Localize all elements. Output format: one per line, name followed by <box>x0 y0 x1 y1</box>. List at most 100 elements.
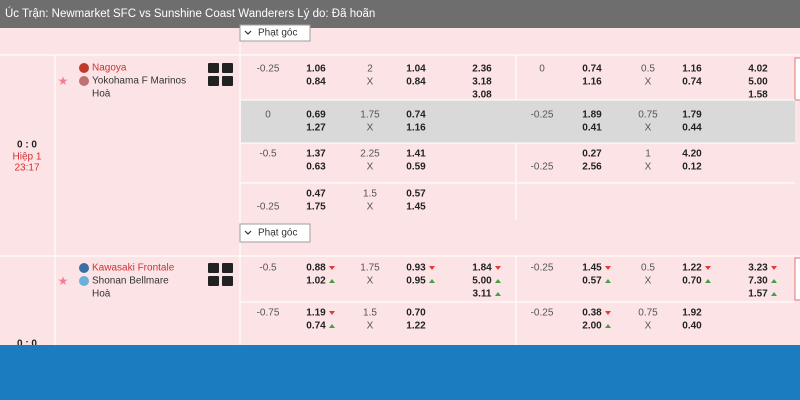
odds-value: 1.06 <box>306 64 326 75</box>
favorite-star: ★ <box>58 74 69 88</box>
odds-value: 1.04 <box>406 64 426 75</box>
draw-label: Hoà <box>92 289 111 300</box>
odds-value: 1.41 <box>406 149 426 160</box>
button-box <box>239 24 311 42</box>
odds-value: 1.37 <box>306 149 326 160</box>
odds-value: 1.57 <box>748 289 768 300</box>
odds-value: 1.58 <box>748 90 768 101</box>
trend-up <box>705 279 711 283</box>
line-value: 1 <box>645 149 651 160</box>
line-value: X <box>367 321 374 332</box>
odds-value: 1.79 <box>682 110 702 121</box>
odds-value: 0.59 <box>406 162 426 173</box>
trend-up <box>429 279 435 283</box>
odds-value: 0.27 <box>582 149 602 160</box>
odds-value: 1.92 <box>682 308 702 319</box>
match-icon <box>222 263 233 273</box>
trend-down <box>429 266 435 270</box>
line-value: -0.75 <box>257 308 280 319</box>
odds-value: 0.74 <box>582 64 602 75</box>
odds-value: 3.18 <box>472 77 492 88</box>
odds-value: 3.08 <box>472 90 492 101</box>
line-value: X <box>645 276 652 287</box>
home-team: Nagoya <box>92 63 127 74</box>
trend-up <box>329 279 335 283</box>
home-team: Kawasaki Frontale <box>92 263 175 274</box>
odds-value: 0.47 <box>306 189 326 200</box>
odds-value: 0.70 <box>682 276 702 287</box>
odds-value: 1.45 <box>406 202 426 213</box>
line-value: -0.25 <box>531 263 554 274</box>
team-crest <box>79 76 89 86</box>
trend-down <box>329 266 335 270</box>
line-value: 0 <box>265 110 271 121</box>
trend-up <box>329 324 335 328</box>
line-value: 2 <box>367 64 373 75</box>
score: 0 : 0 <box>17 140 37 151</box>
odds-value: 0.74 <box>406 110 426 121</box>
odds-value: 1.45 <box>582 263 602 274</box>
line-value: -0.25 <box>257 64 280 75</box>
line-value: X <box>367 202 374 213</box>
corner-button[interactable]: Phạt góc <box>239 223 311 243</box>
odds-value: 0.95 <box>406 276 426 287</box>
match-icon <box>222 276 233 286</box>
match-time: 23:17 <box>14 163 39 174</box>
line-value: 2.25 <box>360 149 380 160</box>
line-value: -0.25 <box>531 308 554 319</box>
odds-value: 1.84 <box>472 263 492 274</box>
button-box <box>239 223 311 243</box>
favorite-star: ★ <box>58 274 69 288</box>
trend-down <box>605 311 611 315</box>
odds-value: 0.70 <box>406 308 426 319</box>
corner-button[interactable]: Phạt góc <box>239 24 311 42</box>
odds-value: 1.22 <box>406 321 426 332</box>
line-value: X <box>645 321 652 332</box>
odds-value: 1.16 <box>682 64 702 75</box>
odds-value: 0.74 <box>682 77 702 88</box>
odds-value: 4.20 <box>682 149 702 160</box>
odds-value: 0.69 <box>306 110 326 121</box>
odds-value: 2.00 <box>582 321 602 332</box>
button-label: Phạt góc <box>258 28 297 39</box>
odds-value: 1.16 <box>406 123 426 134</box>
odds-value: 1.22 <box>682 263 702 274</box>
line-value: X <box>367 276 374 287</box>
odds-value: 1.27 <box>306 123 326 134</box>
line-value: 1.5 <box>363 308 377 319</box>
odds-value: 2.56 <box>582 162 602 173</box>
away-team: Yokohama F Marinos <box>92 76 186 87</box>
match-icon <box>222 63 233 73</box>
trend-down <box>705 266 711 270</box>
team-crest <box>79 63 89 73</box>
line-value: 0.75 <box>638 110 658 121</box>
chevron <box>244 230 252 235</box>
trend-up <box>605 279 611 283</box>
team-crest <box>79 263 89 273</box>
bottom-band <box>0 345 800 400</box>
period: Hiệp 1 <box>13 152 42 163</box>
line-value: X <box>645 123 652 134</box>
team-crest <box>79 276 89 286</box>
odds-value: 7.30 <box>748 276 768 287</box>
line-value: 0.75 <box>638 308 658 319</box>
line-value: 0 <box>539 64 545 75</box>
trend-up <box>495 292 501 296</box>
line-value: X <box>367 123 374 134</box>
match-icon <box>208 276 219 286</box>
odds-value: 0.63 <box>306 162 326 173</box>
button-label: Phạt góc <box>258 228 297 239</box>
line-value: X <box>645 77 652 88</box>
odds-value: 1.02 <box>306 276 326 287</box>
odds-value: 1.75 <box>306 202 326 213</box>
odds-value: 0.88 <box>306 263 326 274</box>
line-value: -0.25 <box>531 162 554 173</box>
odds-value: 5.00 <box>472 276 492 287</box>
odds-value: 1.16 <box>582 77 602 88</box>
match-icon <box>222 76 233 86</box>
line-value: -0.25 <box>257 202 280 213</box>
trend-down <box>605 266 611 270</box>
